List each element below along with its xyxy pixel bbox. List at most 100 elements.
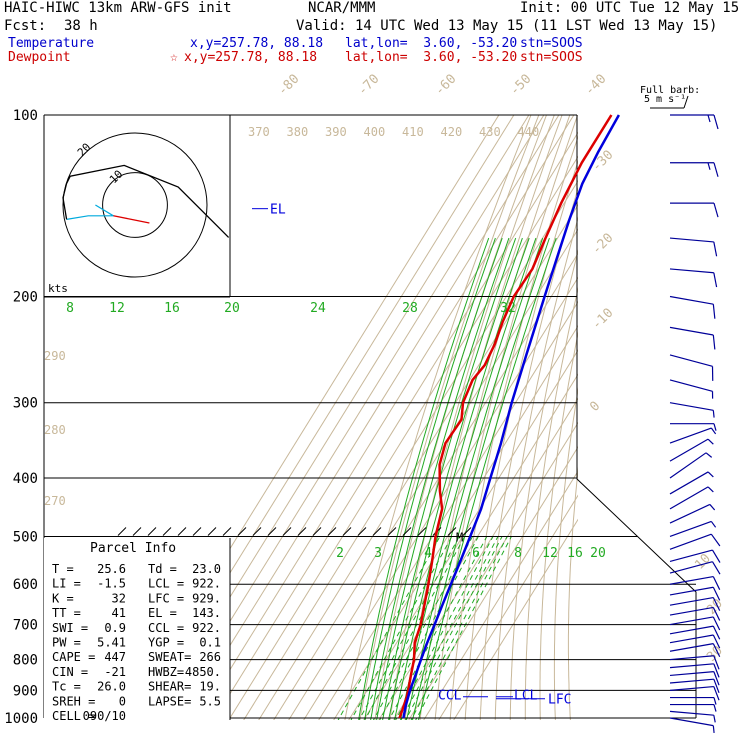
isotherm-line: [303, 276, 578, 720]
parcel-key: SWI =: [52, 621, 88, 635]
wind-barb-half: [707, 438, 714, 445]
dry-adiabat-line: [359, 115, 540, 720]
theta-e-label: 16: [164, 301, 180, 316]
wind-barb-staff: [669, 295, 714, 305]
dry-adiabat-line: [609, 87, 678, 730]
parcel-value: 23.0: [192, 562, 221, 576]
wind-barb: [669, 268, 718, 288]
parcel-key: LI =: [52, 577, 81, 591]
pressure-label: 700: [13, 618, 38, 634]
theta-label: 430: [479, 125, 501, 139]
freezing-hash-mark: [132, 527, 142, 536]
freezing-hash-mark: [192, 527, 202, 536]
parcel-value: 447: [104, 650, 126, 664]
parcel-value: 922.: [192, 621, 221, 635]
dry-adiabat-line: [634, 87, 693, 730]
wind-barb-full: [712, 334, 716, 350]
wind-barb-staff: [669, 438, 709, 462]
wind-barb-staff: [669, 685, 714, 692]
mixing-ratio-lines: [331, 537, 512, 720]
parcel-value: 5.41: [97, 636, 126, 650]
wind-barb-full: [713, 241, 718, 257]
dry-adiabat-line: [344, 115, 532, 720]
parcel-value: 0.9: [104, 621, 126, 635]
wind-barb-staff: [669, 643, 714, 652]
isotherm-line: [228, 155, 578, 720]
parcel-key: SREH =: [52, 694, 95, 708]
theta-label: 270: [44, 494, 66, 508]
isotherm-line: [258, 204, 578, 720]
mixing-ratio-label: 20: [590, 546, 606, 561]
theta-label: 380: [287, 125, 309, 139]
parcel-value: 929.: [192, 591, 221, 605]
theta-label: 420: [441, 125, 463, 139]
wind-barb: [669, 354, 714, 381]
freezing-hash-mark: [372, 527, 382, 536]
parcel-key: SHEAR=: [148, 680, 191, 694]
wind-barb: [669, 237, 718, 257]
wind-barb-staff: [669, 616, 714, 626]
wind-barb-staff: [669, 503, 711, 524]
isotherm-label: 20: [704, 596, 726, 618]
freezing-hash-mark: [417, 527, 427, 536]
freezing-hash-mark: [147, 527, 157, 536]
wind-barb: [669, 379, 714, 399]
mixing-ratio-label: 4: [424, 546, 432, 561]
theta-e-label: 8: [66, 301, 74, 316]
wind-barb-half: [712, 410, 715, 418]
el-label: EL: [270, 203, 286, 218]
dewpoint-station: stn=SOOS: [520, 50, 583, 65]
m-label: M: [456, 530, 463, 544]
freezing-hash-mark: [222, 527, 232, 536]
temperature-label: Temperature: [8, 36, 95, 51]
wind-barb-staff: [669, 561, 713, 574]
wind-barb-full: [712, 625, 721, 640]
isotherm-line: [288, 252, 578, 720]
freezing-hash-mark: [117, 527, 127, 536]
dry-adiabat-line: [539, 331, 578, 720]
freezing-hash-mark: [267, 527, 277, 536]
wind-barb: [669, 586, 721, 601]
wind-barb-full: [712, 607, 721, 621]
freezing-hash-mark: [237, 527, 247, 536]
parcel-key: Td =: [148, 562, 177, 576]
pressure-label: 400: [13, 471, 38, 487]
isotherm-line: [183, 115, 560, 720]
isotherm-line: [378, 397, 578, 720]
wind-barb-staff: [669, 625, 714, 635]
wind-barb: [669, 326, 716, 350]
freezing-hash-mark: [162, 527, 172, 536]
wind-barb-staff: [669, 452, 707, 479]
right-boundary-line: [576, 115, 697, 718]
fcst-label: Fcst:: [4, 18, 47, 34]
freezing-hash-mark: [282, 527, 292, 536]
parcel-value: 922.: [192, 577, 221, 591]
wind-barb: [670, 423, 717, 431]
mixing-ratio-label: 8: [514, 546, 522, 561]
wind-barb-staff: [669, 326, 714, 336]
pressure-label: 600: [13, 577, 38, 593]
wind-barb-full: [712, 634, 721, 649]
org-label: NCAR/MMM: [308, 0, 376, 16]
wind-barb-half: [705, 452, 713, 458]
isotherm-line: [393, 421, 578, 720]
wind-barb: [669, 634, 721, 649]
wind-barb-staff: [669, 549, 713, 563]
mixing-ratio-label: 16: [567, 546, 583, 561]
isotherm-label: -10: [589, 306, 616, 333]
wind-barb: [669, 549, 721, 563]
wind-barb-staff: [669, 586, 714, 596]
parcel-key: Tc =: [52, 680, 81, 694]
parcel-value: 143.: [192, 606, 221, 620]
wind-barb: [670, 162, 719, 177]
isotherm-label: -40: [582, 72, 609, 99]
parcel-value: 0.1: [199, 636, 221, 650]
mixing-ratio-line: [382, 537, 488, 720]
parcel-key: CIN =: [52, 665, 88, 679]
isotherm-line: [348, 349, 578, 720]
scale-barb-flag: [683, 95, 689, 109]
lfc-label: LFC: [548, 693, 571, 708]
freezing-hash-mark: [297, 527, 307, 536]
isotherm-line: [333, 325, 578, 720]
wind-barb-full: [713, 671, 720, 686]
